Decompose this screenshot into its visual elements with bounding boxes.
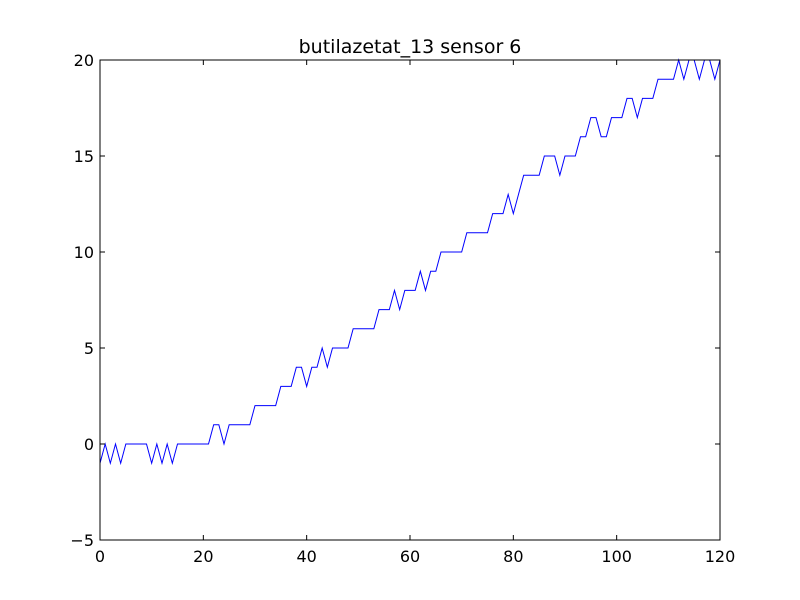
y-tick-label: 0 [84,435,94,454]
y-tick-label: −5 [70,531,94,550]
y-tick-label: 5 [84,339,94,358]
y-tick-label: 10 [74,243,94,262]
x-tick-label: 100 [601,547,632,566]
y-tick-label: 20 [74,51,94,70]
y-tick-label: 15 [74,147,94,166]
x-tick-label: 120 [705,547,736,566]
x-tick-label: 80 [503,547,523,566]
x-tick-label: 60 [400,547,420,566]
x-tick-label: 40 [296,547,316,566]
chart-title: butilazetat_13 sensor 6 [299,36,522,58]
series-line-0 [99,58,721,466]
x-tick-label: 20 [193,547,213,566]
x-tick-label: 0 [95,547,105,566]
axes-frame [99,59,721,541]
plot-area [99,58,721,466]
